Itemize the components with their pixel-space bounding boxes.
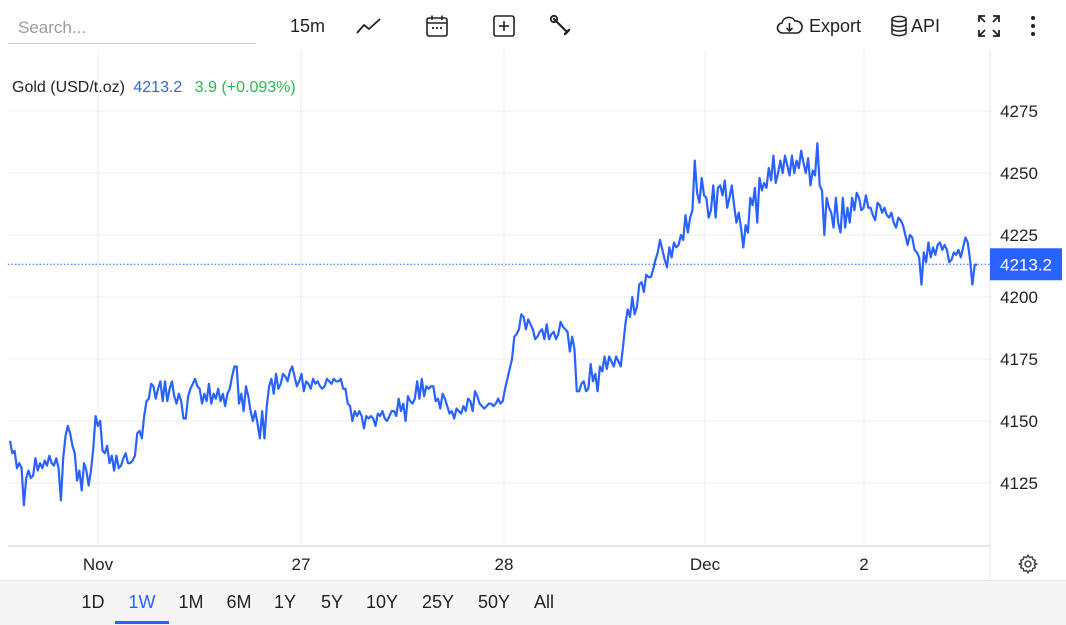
legend-series-name: Gold (USD/t.oz) — [12, 79, 125, 96]
chart-type-button[interactable] — [356, 12, 382, 40]
x-tick-label: Dec — [690, 555, 721, 574]
range-button-1m[interactable]: 1M — [178, 592, 204, 612]
y-axis: 4125 4150 4175 4200 4225 4250 4275 — [1000, 102, 1038, 493]
cloud-download-icon — [776, 16, 803, 34]
range-button-1y[interactable]: 1Y — [273, 592, 297, 612]
more-vertical-icon — [1031, 16, 1035, 36]
toolbar: 15m Export API — [0, 0, 1066, 50]
range-button-50y[interactable]: 50Y — [477, 592, 511, 612]
x-tick-label: 2 — [859, 555, 868, 574]
y-tick-label: 4275 — [1000, 102, 1038, 121]
database-icon — [891, 15, 907, 37]
range-button-1d[interactable]: 1D — [81, 592, 105, 612]
range-button-5y[interactable]: 5Y — [320, 592, 344, 612]
y-tick-label: 4250 — [1000, 164, 1038, 183]
series-line — [8, 142, 977, 507]
range-button-25y[interactable]: 25Y — [421, 592, 455, 612]
api-button[interactable]: API — [890, 12, 940, 40]
legend: Gold (USD/t.oz) 4213.2 3.9 (+0.093%) — [12, 79, 296, 97]
active-range-indicator — [115, 621, 169, 624]
y-tick-label: 4125 — [1000, 474, 1038, 493]
more-menu-button[interactable] — [1028, 12, 1038, 40]
range-button-1w[interactable]: 1W — [128, 592, 156, 612]
api-label: API — [911, 15, 941, 36]
date-range-button[interactable] — [425, 12, 449, 40]
last-price-tag: 4213.2 — [990, 248, 1062, 281]
range-selector: 1D 1W 1M 6M 1Y 5Y 10Y 25Y 50Y All — [0, 580, 1066, 625]
interval-selector[interactable]: 15m — [290, 12, 325, 40]
add-comparison-button[interactable] — [492, 12, 516, 40]
line-chart-icon — [356, 18, 381, 34]
add-comparison-icon — [493, 15, 515, 37]
x-tick-label: 27 — [292, 555, 311, 574]
range-button-6m[interactable]: 6M — [226, 592, 252, 612]
price-tag-background — [990, 248, 1062, 281]
export-button[interactable]: Export — [776, 12, 861, 40]
x-tick-label: Nov — [83, 555, 114, 574]
legend-change: 3.9 (+0.093%) — [194, 79, 296, 96]
price-tag-label: 4213.2 — [1000, 255, 1052, 274]
range-button-all[interactable]: All — [533, 592, 554, 612]
range-button-10y[interactable]: 10Y — [365, 592, 399, 612]
chart-settings-button[interactable] — [1017, 553, 1039, 580]
y-tick-label: 4225 — [1000, 226, 1038, 245]
tools-button[interactable] — [549, 12, 573, 40]
grid-lines — [8, 50, 991, 580]
wrench-icon — [549, 14, 571, 36]
calendar-icon — [426, 15, 448, 37]
export-label: Export — [809, 15, 862, 36]
fullscreen-button[interactable] — [977, 12, 1001, 40]
y-tick-label: 4200 — [1000, 288, 1038, 307]
interval-label: 15m — [290, 15, 326, 36]
legend-price: 4213.2 — [133, 79, 183, 96]
search-input[interactable] — [8, 12, 256, 44]
fullscreen-icon — [978, 15, 1000, 37]
gear-icon — [1017, 553, 1039, 575]
y-tick-label: 4150 — [1000, 412, 1038, 431]
x-tick-label: 28 — [495, 555, 514, 574]
x-axis: Nov 27 28 Dec 2 — [83, 555, 869, 574]
y-tick-label: 4175 — [1000, 350, 1038, 369]
price-chart[interactable]: 4125 4150 4175 4200 4225 4250 4275 Nov 27 28 Dec 2… — [0, 0, 1066, 580]
